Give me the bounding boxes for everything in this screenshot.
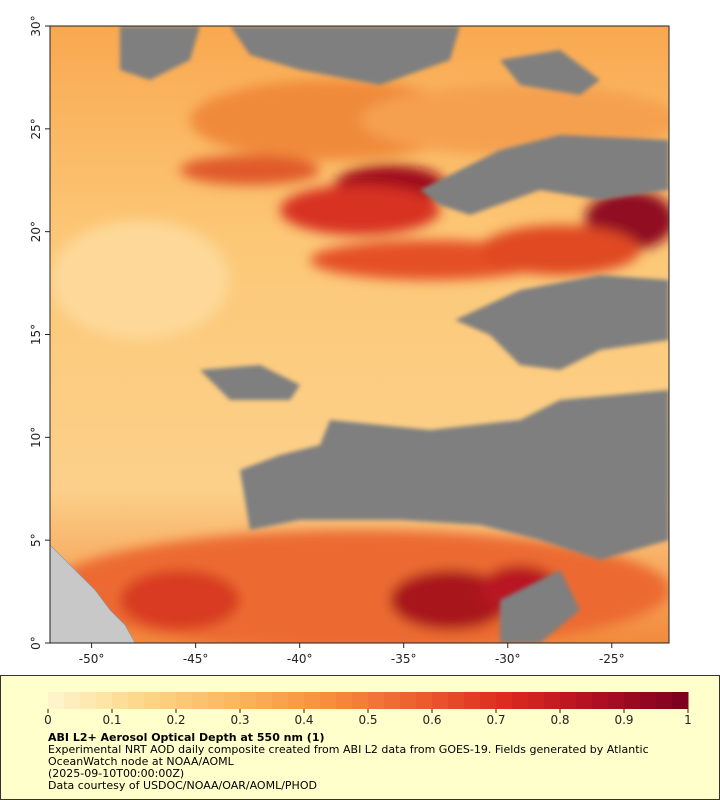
colorbar-swatch bbox=[480, 692, 497, 709]
x-tick-label: -35° bbox=[391, 652, 417, 666]
colorbar-swatch bbox=[192, 692, 209, 709]
colorbar-swatch bbox=[400, 692, 417, 709]
colorbar-swatch bbox=[416, 692, 433, 709]
colorbar-swatch bbox=[144, 692, 161, 709]
colorbar-swatch bbox=[160, 692, 177, 709]
colorbar-swatch bbox=[640, 692, 657, 709]
colorbar-swatch bbox=[352, 692, 369, 709]
colorbar-swatch bbox=[528, 692, 545, 709]
colorbar-swatch bbox=[384, 692, 401, 709]
colorbar-swatch bbox=[48, 692, 65, 709]
x-tick-label: -30° bbox=[495, 652, 521, 666]
cloud-mask bbox=[120, 26, 669, 643]
caption-line: (2025-09-10T00:00:00Z) bbox=[48, 767, 185, 780]
colorbar-swatch bbox=[608, 692, 625, 709]
colorbar-swatch bbox=[576, 692, 593, 709]
colorbar-swatch bbox=[272, 692, 289, 709]
colorbar-swatch bbox=[96, 692, 113, 709]
colorbar-swatch bbox=[336, 692, 353, 709]
colorbar-swatch bbox=[544, 692, 561, 709]
colorbar-swatch bbox=[256, 692, 273, 709]
colorbar-swatch bbox=[64, 692, 81, 709]
colorbar-swatch bbox=[368, 692, 385, 709]
caption-line: Data courtesy of USDOC/NOAA/OAR/AOML/PHO… bbox=[48, 779, 317, 792]
colorbar-swatch bbox=[208, 692, 225, 709]
y-tick-label: 15° bbox=[29, 324, 43, 345]
colorbar-swatch bbox=[176, 692, 193, 709]
caption-text: ABI L2+ Aerosol Optical Depth at 550 nm … bbox=[48, 732, 688, 792]
colorbar-swatch bbox=[128, 692, 145, 709]
colorbar-tick-label: 0.1 bbox=[102, 713, 121, 727]
colorbar-swatch bbox=[304, 692, 321, 709]
y-tick-label: 30° bbox=[29, 15, 43, 36]
colorbar-swatch bbox=[224, 692, 241, 709]
colorbar-tick-label: 0.3 bbox=[230, 713, 249, 727]
y-tick-label: 5° bbox=[29, 533, 43, 547]
colorbar-swatch bbox=[624, 692, 641, 709]
y-tick-label: 0° bbox=[29, 636, 43, 650]
colorbar-tick-label: 0.9 bbox=[614, 713, 633, 727]
colorbar-swatch bbox=[496, 692, 513, 709]
x-tick-label: -50° bbox=[79, 652, 105, 666]
colorbar-swatch bbox=[320, 692, 337, 709]
colorbar-swatch bbox=[592, 692, 609, 709]
colorbar-tick-label: 0.4 bbox=[294, 713, 313, 727]
x-tick-label: -45° bbox=[183, 652, 209, 666]
colorbar-swatch bbox=[672, 692, 689, 709]
x-tick-label: -40° bbox=[287, 652, 313, 666]
colorbar-swatch bbox=[240, 692, 257, 709]
y-tick-label: 25° bbox=[29, 118, 43, 139]
aod-raster bbox=[50, 26, 669, 643]
caption-title: ABI L2+ Aerosol Optical Depth at 550 nm … bbox=[48, 731, 325, 744]
colorbar-tick-label: 0.7 bbox=[486, 713, 505, 727]
colorbar-swatch bbox=[512, 692, 529, 709]
colorbar-swatch bbox=[80, 692, 97, 709]
y-tick-label: 20° bbox=[29, 221, 43, 242]
colorbar-tick-label: 0.8 bbox=[550, 713, 569, 727]
colorbar-swatch bbox=[656, 692, 673, 709]
colorbar-swatch bbox=[288, 692, 305, 709]
colorbar-swatch bbox=[432, 692, 449, 709]
caption-line: Experimental NRT AOD daily composite cre… bbox=[48, 743, 649, 768]
colorbar-tick-label: 0.5 bbox=[358, 713, 377, 727]
x-tick-label: -25° bbox=[599, 652, 625, 666]
colorbar-swatch bbox=[112, 692, 129, 709]
colorbar-swatch bbox=[560, 692, 577, 709]
colorbar-tick-label: 0 bbox=[44, 713, 52, 727]
y-tick-label: 10° bbox=[29, 427, 43, 448]
colorbar-tick-label: 0.6 bbox=[422, 713, 441, 727]
colorbar-swatch bbox=[448, 692, 465, 709]
land bbox=[50, 544, 136, 643]
colorbar-swatch bbox=[464, 692, 481, 709]
colorbar-tick-label: 1 bbox=[684, 713, 692, 727]
colorbar-tick-label: 0.2 bbox=[166, 713, 185, 727]
